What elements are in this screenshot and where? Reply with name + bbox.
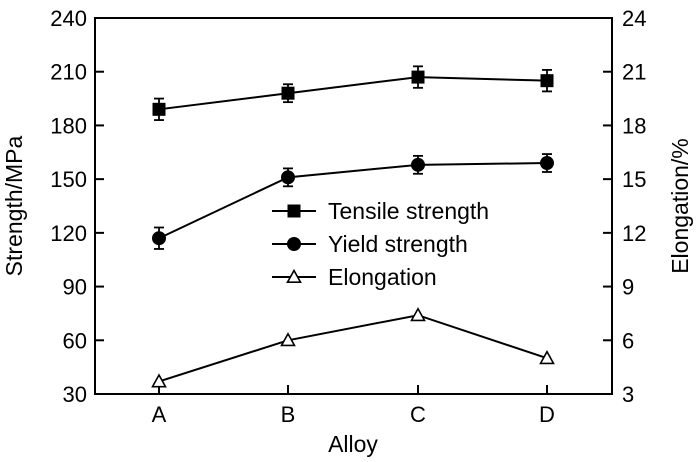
marker-triangle [539, 350, 555, 365]
plot-frame [94, 17, 613, 395]
left-axis-title: Strength/MPa [1, 135, 27, 276]
right-axis-ticks: 3 6 9 12 15 18 21 24 [603, 6, 646, 407]
marker-triangle-legend [286, 268, 302, 284]
series-line [158, 162, 548, 240]
marker-triangle [151, 373, 167, 388]
right-tick-label: 21 [622, 60, 646, 85]
right-tick-label: 15 [622, 167, 646, 192]
right-tick-label: 24 [622, 6, 646, 31]
series-line [158, 314, 548, 383]
marker-triangle [280, 332, 296, 347]
series-elongation [151, 307, 555, 388]
marker-circle [540, 156, 554, 171]
x-axis-title: Alloy [328, 431, 378, 457]
legend-label: Elongation [328, 264, 437, 290]
right-axis-title: Elongation/% [667, 138, 693, 274]
left-tick-label: 120 [50, 221, 87, 246]
legend-item: Yield strength [272, 231, 468, 257]
series-yield-strength [152, 153, 554, 250]
marker-square-legend [287, 204, 301, 218]
legend-label: Yield strength [328, 231, 468, 257]
x-tick-label: D [539, 402, 555, 427]
left-tick-label: 180 [50, 113, 87, 138]
right-tick-label: 3 [622, 382, 634, 407]
marker-square [411, 70, 425, 84]
right-tick-label: 12 [622, 221, 646, 246]
marker-circle [411, 157, 425, 172]
marker-circle [281, 170, 295, 185]
left-tick-label: 240 [50, 6, 87, 31]
series-line [158, 76, 548, 111]
left-tick-label: 60 [63, 328, 87, 353]
left-tick-label: 30 [63, 382, 87, 407]
x-axis-ticks: A B C D [152, 385, 555, 427]
x-tick-label: A [152, 402, 167, 427]
marker-square [540, 74, 554, 88]
series-layer [151, 65, 555, 388]
marker-triangle [410, 307, 426, 322]
marker-circle-legend [287, 237, 301, 251]
right-tick-label: 9 [622, 275, 634, 300]
left-tick-label: 150 [50, 167, 87, 192]
series-tensile-strength [152, 65, 554, 121]
marker-square [152, 102, 166, 116]
legend: Tensile strength Yield strength Elongation [272, 198, 489, 290]
left-axis-ticks: 30 60 90 120 150 180 210 240 [50, 6, 104, 407]
x-tick-label: C [410, 402, 426, 427]
marker-circle [152, 231, 166, 246]
right-tick-label: 6 [622, 328, 634, 353]
left-tick-label: 90 [63, 275, 87, 300]
marker-square [281, 86, 295, 100]
left-tick-label: 210 [50, 60, 87, 85]
legend-item: Elongation [272, 264, 437, 290]
legend-label: Tensile strength [328, 198, 489, 224]
x-tick-label: B [281, 402, 296, 427]
right-tick-label: 18 [622, 113, 646, 138]
plot-area-border [94, 17, 613, 395]
legend-item: Tensile strength [272, 198, 489, 224]
